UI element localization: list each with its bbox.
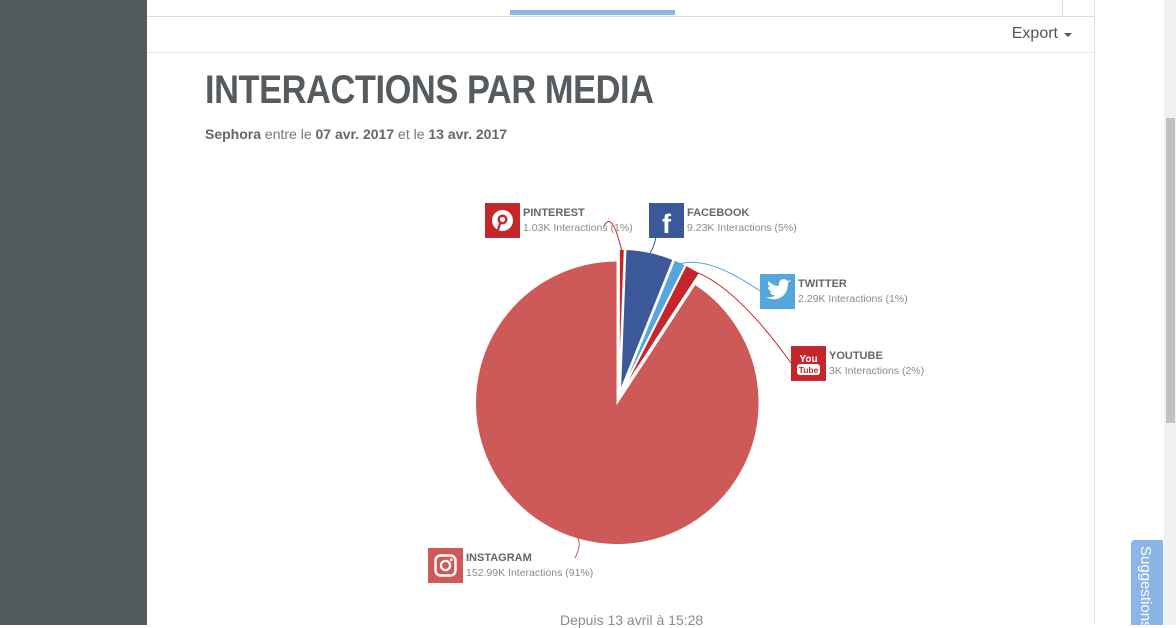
active-tab-indicator[interactable] [510, 10, 675, 15]
footer-timestamp: Depuis 13 avril à 15:28 [560, 612, 704, 628]
tab-separator [1062, 0, 1063, 16]
slice-name-youtube: YOUTUBE [829, 350, 883, 362]
subtitle-brand: Sephora [205, 126, 262, 142]
svg-text:You: You [799, 354, 817, 365]
caret-down-icon [1064, 33, 1072, 37]
scrollbar-thumb[interactable] [1166, 118, 1175, 423]
tab-strip [147, 0, 1094, 17]
svg-text:f: f [662, 209, 672, 239]
svg-text:Tube: Tube [799, 365, 819, 375]
slice-name-facebook: FACEBOOK [687, 207, 749, 219]
slice-value-youtube: 3K Interactions (2%) [829, 365, 924, 377]
twitter-icon [760, 274, 795, 309]
page-title: INTERACTIONS PAR MEDIA [205, 68, 654, 112]
subtitle-and: et le [398, 126, 425, 142]
slice-name-pinterest: PINTEREST [523, 207, 585, 219]
export-button[interactable]: Export [1012, 25, 1072, 43]
instagram-icon [428, 548, 463, 583]
slice-value-instagram: 152.99K Interactions (91%) [466, 567, 593, 579]
facebook-icon: f [649, 203, 684, 239]
slice-label-instagram: INSTAGRAM 152.99K Interactions (91%) [428, 548, 593, 583]
slice-label-twitter: TWITTER 2.29K Interactions (1%) [760, 274, 908, 309]
youtube-icon: You Tube [791, 346, 826, 381]
subtitle-date-end: 13 avr. 2017 [428, 126, 508, 142]
slice-label-pinterest: PINTEREST 1.03K Interactions (1%) [485, 203, 633, 238]
slice-name-instagram: INSTAGRAM [466, 552, 532, 564]
pinterest-icon [485, 203, 520, 238]
left-rail [0, 0, 147, 625]
suggestions-label: Suggestions [1137, 546, 1154, 625]
page-subtitle: Sephora entre le 07 avr. 2017 et le 13 a… [205, 126, 507, 142]
slice-label-facebook: f FACEBOOK 9.23K Interactions (5%) [649, 203, 797, 239]
pie-slices [474, 248, 761, 546]
pie-slice-youtube[interactable] [621, 264, 701, 393]
slice-value-twitter: 2.29K Interactions (1%) [798, 293, 908, 305]
slice-label-youtube: You Tube YOUTUBE 3K Interactions (2%) [791, 346, 924, 381]
export-label: Export [1011, 25, 1058, 42]
leader-line-youtube [691, 270, 792, 364]
slice-value-facebook: 9.23K Interactions (5%) [687, 222, 797, 234]
leader-line-twitter [679, 261, 761, 292]
suggestions-tab[interactable]: Suggestions [1131, 540, 1163, 625]
subtitle-between: entre le [264, 126, 312, 142]
pie-slice-pinterest[interactable] [618, 248, 626, 392]
pie-slice-instagram[interactable] [474, 259, 761, 546]
right-gutter [1094, 0, 1165, 625]
slice-name-twitter: TWITTER [798, 278, 847, 290]
export-bar: Export [147, 17, 1094, 53]
leader-line-instagram [574, 536, 580, 559]
pie-slice-facebook[interactable] [619, 248, 675, 392]
slice-value-pinterest: 1.03K Interactions (1%) [523, 222, 633, 234]
subtitle-date-start: 07 avr. 2017 [315, 126, 395, 142]
leader-line-pinterest [603, 221, 623, 252]
